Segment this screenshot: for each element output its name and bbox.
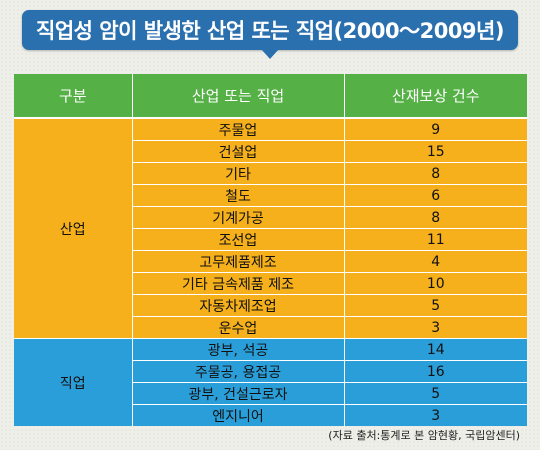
row-name: 철도: [131, 184, 344, 207]
header-industry-occupation: 산업 또는 직업: [131, 74, 344, 119]
table-row: 운수업 3: [14, 316, 527, 339]
row-name: 주물업: [131, 117, 344, 141]
table-row: 직업 광부, 석공 14: [14, 338, 527, 426]
row-count: 9: [343, 117, 527, 141]
table-row: 철도 6: [14, 184, 527, 207]
row-name: 엔지니어: [131, 404, 344, 426]
row-count: 14: [343, 338, 527, 361]
group-label-occupation: 직업: [14, 338, 132, 426]
row-name: 광부, 석공: [131, 338, 344, 361]
row-name: 기계가공: [131, 206, 344, 229]
row-count: 16: [343, 360, 527, 383]
row-count: 8: [343, 162, 527, 185]
title-banner: 직업성 암이 발생한 산업 또는 직업(2000〜2009년): [22, 10, 518, 59]
row-name: 건설업: [131, 140, 344, 163]
group-label-industry: 산업: [14, 117, 132, 339]
table-row: 건설업 15: [14, 140, 527, 163]
row-count: 11: [343, 228, 527, 251]
row-count: 10: [343, 272, 527, 295]
table-row: 광부, 건설근로자 5: [14, 382, 527, 405]
table-row: 주물공, 용접공 16: [14, 360, 527, 383]
row-count: 8: [343, 206, 527, 229]
header-category: 구분: [14, 74, 132, 119]
header-count: 산재보상 건수: [343, 74, 527, 119]
table-row: 산업 주물업 9: [14, 117, 527, 339]
row-count: 6: [343, 184, 527, 207]
row-count: 15: [343, 140, 527, 163]
row-count: 4: [343, 250, 527, 273]
header-row: 구분 산업 또는 직업 산재보상 건수: [14, 74, 527, 119]
table-row: 조선업 11: [14, 228, 527, 251]
row-name: 광부, 건설근로자: [131, 382, 344, 405]
table-row: 엔지니어 3: [14, 404, 527, 426]
row-name: 기타: [131, 162, 344, 185]
row-name: 조선업: [131, 228, 344, 251]
row-name: 운수업: [131, 316, 344, 339]
row-count: 3: [343, 316, 527, 339]
row-name: 자동차제조업: [131, 294, 344, 317]
banner-pointer: [261, 49, 279, 59]
source-note: (자료 출처:통계로 본 암현황, 국립암센터): [328, 429, 520, 442]
page-title: 직업성 암이 발생한 산업 또는 직업(2000〜2009년): [36, 19, 504, 43]
row-count: 3: [343, 404, 527, 426]
table-row: 자동차제조업 5: [14, 294, 527, 317]
row-count: 5: [343, 294, 527, 317]
row-count: 5: [343, 382, 527, 405]
table-row: 기계가공 8: [14, 206, 527, 229]
row-name: 고무제품제조: [131, 250, 344, 273]
table-row: 고무제품제조 4: [14, 250, 527, 273]
table-row: 기타 금속제품 제조 10: [14, 272, 527, 295]
row-name: 기타 금속제품 제조: [131, 272, 344, 295]
data-table: 구분 산업 또는 직업 산재보상 건수 산업 주물업 9 건설업 15 기타 8…: [14, 74, 527, 426]
table-row: 기타 8: [14, 162, 527, 185]
row-name: 주물공, 용접공: [131, 360, 344, 383]
